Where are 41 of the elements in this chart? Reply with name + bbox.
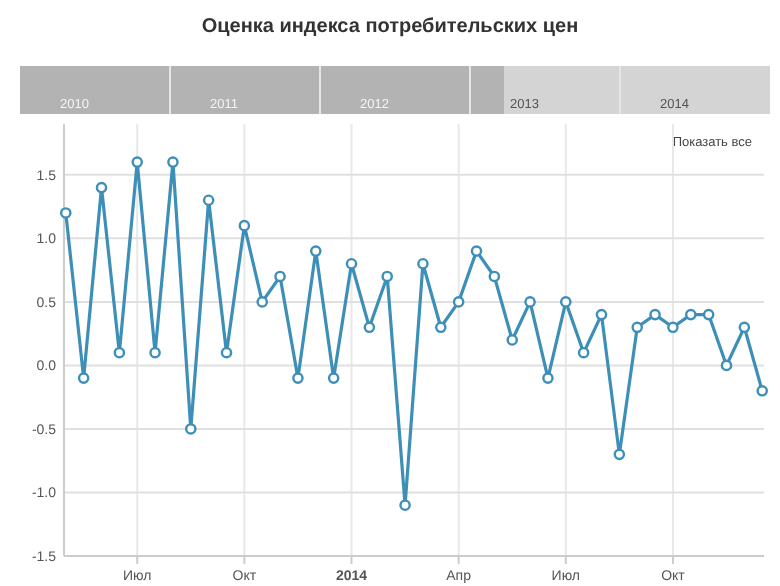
point xyxy=(542,372,554,384)
point xyxy=(559,296,572,308)
point xyxy=(274,270,286,283)
point xyxy=(202,194,215,207)
point xyxy=(667,321,679,334)
point xyxy=(595,308,608,321)
point xyxy=(613,448,626,461)
point xyxy=(113,346,126,359)
point xyxy=(738,321,751,334)
point xyxy=(577,346,590,359)
point xyxy=(702,308,715,321)
point xyxy=(649,308,661,321)
point xyxy=(238,219,251,232)
chart-title: Оценка индекса потребительских цен xyxy=(201,16,579,38)
point xyxy=(631,321,644,334)
point xyxy=(220,346,233,359)
point xyxy=(434,321,447,334)
point xyxy=(149,346,161,359)
point xyxy=(292,372,304,384)
point xyxy=(399,499,411,511)
point xyxy=(327,372,340,384)
point xyxy=(77,372,90,384)
point xyxy=(684,308,697,321)
point xyxy=(95,181,108,194)
point xyxy=(452,296,465,308)
point xyxy=(256,296,269,308)
point xyxy=(488,270,501,283)
point xyxy=(184,423,197,435)
point xyxy=(381,270,394,283)
point xyxy=(309,245,322,257)
point xyxy=(167,156,179,168)
point xyxy=(470,245,483,257)
point xyxy=(506,334,519,346)
point xyxy=(363,321,376,334)
point xyxy=(756,385,769,397)
point xyxy=(131,156,144,168)
point xyxy=(720,359,733,372)
point xyxy=(345,257,358,270)
point xyxy=(417,257,429,270)
point xyxy=(59,207,72,219)
point xyxy=(524,296,536,308)
